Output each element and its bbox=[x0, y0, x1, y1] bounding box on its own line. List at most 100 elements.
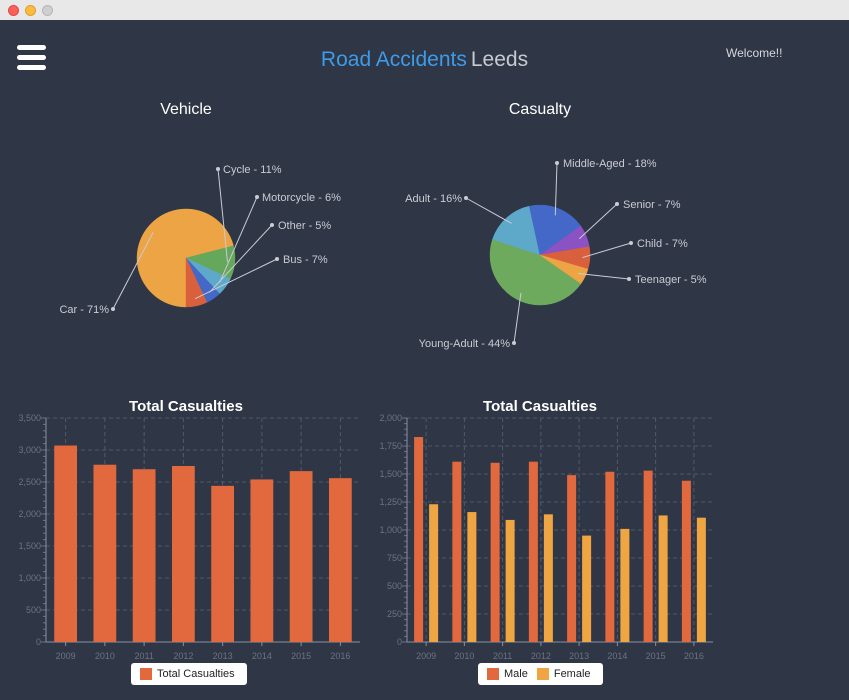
bar[interactable] bbox=[429, 504, 439, 642]
x-tick-label: 2011 bbox=[134, 651, 153, 661]
bar[interactable] bbox=[696, 517, 706, 642]
pie-label-dot bbox=[275, 257, 279, 261]
x-tick-label: 2012 bbox=[531, 651, 551, 661]
pie-slice-label: Teenager - 5% bbox=[635, 274, 707, 286]
pie-slice bbox=[492, 205, 541, 256]
bar[interactable] bbox=[171, 466, 195, 642]
legend-swatch bbox=[487, 668, 499, 680]
x-tick-label: 2014 bbox=[252, 651, 272, 661]
y-tick-label: 3,000 bbox=[18, 445, 41, 455]
x-tick-label: 2013 bbox=[213, 651, 233, 661]
bar[interactable] bbox=[289, 471, 313, 642]
bar[interactable] bbox=[528, 461, 538, 642]
bar[interactable] bbox=[490, 462, 500, 642]
x-tick-label: 2014 bbox=[607, 651, 627, 661]
y-tick-label: 500 bbox=[26, 605, 41, 615]
pie-slice-label: Car - 71% bbox=[59, 304, 109, 316]
pie-label-line bbox=[582, 242, 632, 259]
bar[interactable] bbox=[681, 480, 691, 642]
x-tick-label: 2009 bbox=[56, 651, 76, 661]
pie-slice bbox=[136, 208, 234, 308]
total-casualties-legend: Total Casualties bbox=[131, 663, 247, 685]
bar[interactable] bbox=[54, 445, 78, 642]
pie-label-dot bbox=[464, 196, 468, 200]
pie-label-line bbox=[112, 232, 154, 310]
y-tick-label: 1,500 bbox=[379, 469, 402, 479]
pie-label-line bbox=[465, 197, 512, 224]
y-tick-label: 0 bbox=[397, 637, 402, 647]
minimize-window-button[interactable] bbox=[25, 5, 36, 16]
total-casualties-bar-chart: 0 500 1,000 1,500 2,000 2,500 3,000 3,500 2009 20… bbox=[18, 413, 360, 661]
bar[interactable] bbox=[567, 475, 577, 642]
x-tick-label: 2010 bbox=[454, 651, 474, 661]
gender-casualties-legend: Male Female bbox=[478, 663, 603, 685]
pie-label-dot bbox=[111, 307, 115, 311]
vehicle-chart-title: Vehicle bbox=[160, 101, 212, 118]
x-tick-label: 2009 bbox=[416, 651, 436, 661]
pie-slice bbox=[529, 204, 582, 256]
window-titlebar bbox=[0, 0, 849, 21]
y-tick-label: 1,000 bbox=[379, 525, 402, 535]
pie-label-dot bbox=[216, 167, 220, 171]
bar[interactable] bbox=[467, 512, 477, 642]
y-tick-label: 0 bbox=[36, 637, 41, 647]
legend-swatch bbox=[536, 668, 549, 680]
welcome-message: Welcome!! bbox=[726, 46, 783, 60]
menu-bar-line bbox=[17, 55, 46, 60]
bar[interactable] bbox=[211, 485, 235, 642]
bar[interactable] bbox=[605, 471, 615, 642]
pie-label-line bbox=[194, 258, 278, 300]
page-title: Road Accidents Leeds bbox=[0, 48, 849, 72]
pie-label-line bbox=[578, 272, 630, 280]
pie-slice-label: Young-Adult - 44% bbox=[419, 338, 511, 350]
bar[interactable] bbox=[414, 437, 424, 642]
bar[interactable] bbox=[643, 470, 653, 642]
y-tick-label: 250 bbox=[387, 609, 402, 619]
bar[interactable] bbox=[543, 514, 553, 642]
pie-label-dot bbox=[255, 195, 259, 199]
x-tick-label: 2016 bbox=[330, 651, 350, 661]
x-tick-label: 2015 bbox=[646, 651, 666, 661]
hamburger-menu-icon[interactable] bbox=[17, 45, 47, 71]
pie-slice-label: Middle-Aged - 18% bbox=[563, 158, 657, 170]
pie-label-line bbox=[209, 224, 273, 293]
x-tick-label: 2013 bbox=[569, 651, 589, 661]
y-tick-label: 2,000 bbox=[18, 509, 41, 519]
bar[interactable] bbox=[620, 528, 630, 642]
bar[interactable] bbox=[452, 461, 462, 642]
bar[interactable] bbox=[658, 515, 668, 642]
y-tick-label: 750 bbox=[387, 553, 402, 563]
vehicle-pie-chart: Car - 71% Cycle - 11% Motorcycle - 6% Other… bbox=[59, 164, 341, 316]
y-tick-label: 1,000 bbox=[18, 573, 41, 583]
bar[interactable] bbox=[328, 478, 352, 642]
x-tick-label: 2011 bbox=[493, 651, 512, 661]
pie-label-dot bbox=[615, 202, 619, 206]
bar[interactable] bbox=[250, 479, 274, 642]
pie-slice-label: Senior - 7% bbox=[623, 199, 681, 211]
y-tick-label: 1,250 bbox=[379, 497, 402, 507]
pie-slice-label: Bus - 7% bbox=[283, 254, 328, 266]
pie-slice-label: Adult - 16% bbox=[405, 193, 462, 205]
pie-label-dot bbox=[512, 341, 516, 345]
total-casualties-chart-title: Total Casualties bbox=[129, 398, 243, 415]
legend-swatch bbox=[140, 668, 152, 680]
pie-label-line bbox=[578, 203, 618, 240]
y-tick-label: 2,000 bbox=[379, 413, 402, 423]
close-window-button[interactable] bbox=[8, 5, 19, 16]
bar[interactable] bbox=[132, 469, 156, 642]
gender-casualties-chart-title: Total Casualties bbox=[483, 398, 597, 415]
zoom-window-button[interactable] bbox=[42, 5, 53, 16]
gender-casualties-bar-chart: 0 250 500 750 1,000 1,250 1,500 1,750 2,000 2009 2… bbox=[379, 413, 713, 661]
casualty-pie-chart: Young-Adult - 44% Adult - 16% Middle-Aged … bbox=[405, 158, 707, 350]
legend-label: Total Casualties bbox=[157, 668, 235, 680]
bar[interactable] bbox=[505, 519, 515, 642]
y-tick-label: 500 bbox=[387, 581, 402, 591]
legend-item: Male bbox=[484, 668, 528, 680]
bar[interactable] bbox=[582, 535, 592, 642]
pie-slice bbox=[539, 254, 589, 285]
legend-label: Male bbox=[504, 668, 528, 680]
pie-label-dot bbox=[627, 277, 631, 281]
page-title-secondary: Leeds bbox=[470, 48, 529, 71]
pie-label-dot bbox=[270, 223, 274, 227]
bar[interactable] bbox=[93, 464, 117, 642]
